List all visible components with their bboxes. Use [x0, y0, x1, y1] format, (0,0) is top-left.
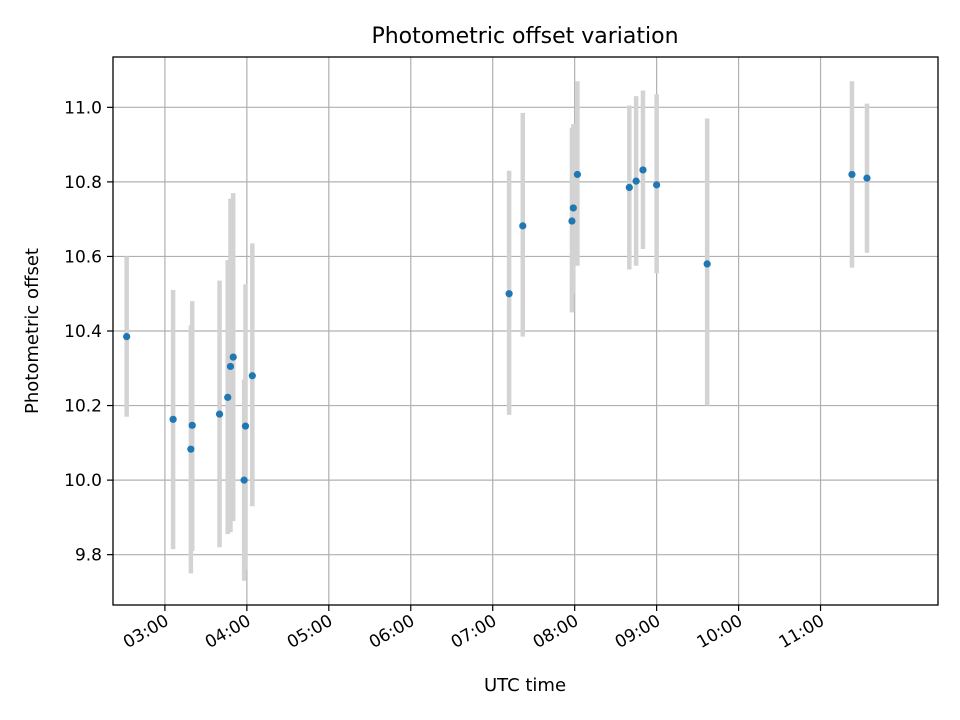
x-tick-label: 07:00 [448, 611, 500, 653]
data-point [229, 353, 237, 361]
x-tick-label: 08:00 [530, 611, 582, 653]
data-point [568, 217, 576, 225]
x-tick-label: 05:00 [284, 611, 336, 653]
data-point [226, 362, 235, 371]
data-point [188, 421, 196, 429]
data-point [169, 415, 177, 423]
data-point [653, 181, 661, 189]
data-points [123, 166, 871, 484]
data-point [215, 410, 224, 418]
data-point [703, 260, 711, 268]
data-point [625, 183, 633, 192]
data-point [187, 445, 195, 453]
data-point [569, 204, 577, 212]
y-tick-label: 10.4 [64, 322, 102, 342]
data-point [573, 170, 582, 179]
y-tick-label: 10.0 [64, 471, 102, 491]
data-point [240, 476, 248, 484]
data-point [505, 290, 513, 298]
data-point [123, 332, 131, 341]
y-tick-label: 9.8 [75, 546, 102, 566]
grid [113, 57, 938, 605]
data-point [848, 170, 856, 179]
x-axis-label: UTC time [484, 675, 566, 696]
x-tick-label: 11:00 [776, 611, 828, 653]
data-point [519, 222, 527, 230]
x-tick-label: 03:00 [120, 611, 172, 653]
data-point [224, 393, 232, 401]
x-tick-label: 09:00 [612, 611, 664, 653]
x-tick-label: 06:00 [366, 611, 418, 653]
data-point [639, 166, 647, 174]
y-tick-label: 10.2 [64, 397, 102, 417]
y-tick-label: 11.0 [64, 98, 102, 118]
data-point [248, 372, 256, 380]
y-tick-label: 10.6 [64, 247, 102, 267]
data-point [863, 174, 871, 182]
x-tick-label: 04:00 [202, 611, 254, 653]
data-point [632, 177, 640, 185]
x-tick-label: 10:00 [694, 611, 746, 653]
chart-title: Photometric offset variation [371, 24, 678, 49]
y-tick-label: 10.8 [64, 173, 102, 193]
y-axis-label: Photometric offset [22, 248, 43, 414]
data-point [241, 422, 250, 430]
